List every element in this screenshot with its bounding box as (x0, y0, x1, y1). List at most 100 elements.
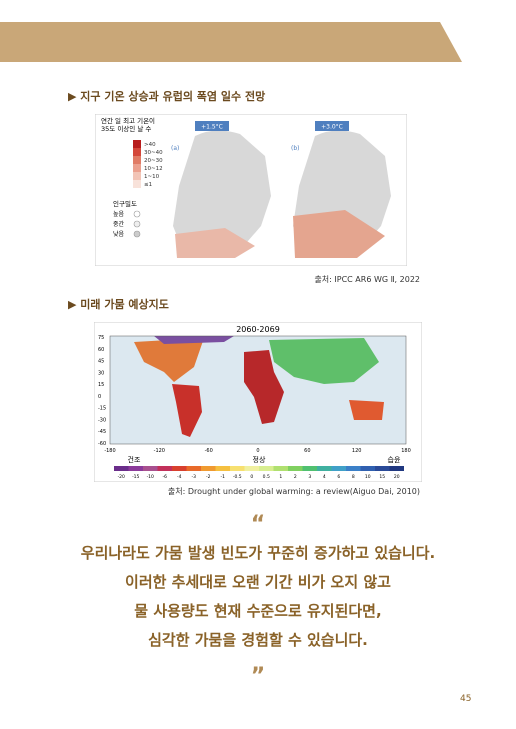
colorbar-label: 15 (379, 474, 385, 480)
colorbar-label: 4 (323, 474, 326, 480)
lat-label: -30 (98, 417, 106, 423)
colorbar-cell (302, 466, 317, 471)
colorbar-cell (230, 466, 245, 471)
legend-label: 중간 (113, 220, 125, 228)
colorbar-label: 6 (337, 474, 340, 480)
land (172, 384, 202, 437)
lat-label: 15 (98, 382, 104, 388)
colorbar-label: -4 (177, 474, 182, 480)
colorbar-label: 8 (352, 474, 355, 480)
lon-label: 120 (352, 448, 362, 454)
colorbar-label: 3 (308, 474, 311, 480)
colorbar-cell (143, 466, 158, 471)
legend-swatch (133, 180, 141, 188)
colorbar-cell (346, 466, 361, 471)
colorbar-cell (114, 466, 129, 471)
panel-tag: +1.5°C (201, 124, 223, 131)
heat-area (293, 210, 385, 258)
density-symbol (133, 230, 141, 238)
colorbar-cell (288, 466, 303, 471)
legend-title: 인구밀도 (113, 199, 137, 208)
source: 출처: IPCC AR6 WG Ⅱ, 2022 (314, 275, 420, 284)
colorbar-cell (259, 466, 274, 471)
header-banner (0, 22, 462, 62)
page-number: 45 (460, 694, 472, 704)
legend-label: 1~10 (144, 174, 160, 180)
lon-label: 180 (401, 448, 411, 454)
colorbar-label: 2 (294, 474, 297, 480)
colorbar-cell (389, 466, 404, 471)
scale-label: 정상 (253, 455, 266, 464)
quote-line: 이러한 추세대로 오랜 기간 비가 오지 않고 (125, 573, 391, 591)
colorbar-cell (157, 466, 172, 471)
colorbar-label: 20 (394, 474, 400, 480)
lat-label: 30 (98, 370, 104, 376)
lon-label: -180 (104, 448, 115, 454)
colorbar-label: -10 (147, 474, 154, 480)
panel-tag-bg (195, 121, 229, 131)
land (349, 400, 384, 420)
legend-label: 30~40 (144, 150, 163, 156)
quote-mark: “ (250, 512, 266, 537)
lat-label: 60 (98, 347, 104, 353)
colorbar-label: -15 (132, 474, 139, 480)
scale-label: 건조 (128, 455, 141, 464)
colorbar-cell (215, 466, 230, 471)
heat-area (175, 228, 255, 258)
colorbar-cell (375, 466, 390, 471)
legend-label: 높음 (113, 211, 125, 218)
legend-label: 20~30 (144, 158, 163, 164)
colorbar-label: -2 (206, 474, 211, 480)
legend-label: ≤1 (144, 182, 152, 188)
banner-shape (0, 22, 462, 62)
quote-line: 심각한 가뭄을 경험할 수 있습니다. (148, 631, 368, 649)
quote-mark: ” (250, 664, 266, 689)
legend-swatch (133, 156, 141, 164)
legend-swatch (133, 140, 141, 148)
colorbar-cell (128, 466, 143, 471)
legend-label: 낮음 (113, 230, 125, 238)
legend-swatch (133, 164, 141, 172)
land (173, 130, 271, 256)
colorbar-label: 1 (279, 474, 282, 480)
colorbar-label: 0.5 (263, 474, 270, 480)
colorbar-label: -1 (221, 474, 226, 480)
colorbar-cell (201, 466, 216, 471)
lon-label: -60 (205, 448, 213, 454)
land (244, 350, 284, 424)
legend-swatch (133, 148, 141, 156)
legend-label: >40 (144, 142, 156, 148)
land (154, 336, 234, 344)
legend-label: 10~12 (144, 166, 163, 172)
land (269, 338, 379, 384)
lat-label: 75 (98, 335, 104, 341)
colorbar-label: -6 (163, 474, 168, 480)
colorbar-label: 0 (250, 474, 253, 480)
colorbar-label: -3 (192, 474, 197, 480)
scale-label: 습윤 (388, 455, 401, 464)
colorbar-cell (172, 466, 187, 471)
colorbar-cell (186, 466, 201, 471)
colorbar-cell (360, 466, 375, 471)
density-symbol (133, 210, 141, 218)
lat-label: 0 (98, 394, 101, 400)
lat-label: -45 (98, 429, 106, 435)
legend-title: 연간 일 최고 기온이 35도 이상인 날 수 (101, 116, 155, 133)
panel-label: (a) (171, 145, 179, 152)
lat-label: -60 (98, 441, 106, 447)
land (134, 338, 204, 382)
plot-frame (109, 335, 407, 445)
colorbar-cell (317, 466, 332, 471)
density-symbol (133, 220, 141, 228)
panel-label: (b) (291, 145, 300, 152)
lon-label: 0 (256, 448, 259, 454)
lon-label: 60 (304, 448, 310, 454)
colorbar-cell (331, 466, 346, 471)
map-panel (165, 116, 275, 262)
colorbar-label: 10 (365, 474, 371, 480)
panel-tag-bg (315, 121, 349, 131)
legend-swatch (133, 172, 141, 180)
source: 출처: Drought under global warming: a revi… (167, 487, 420, 496)
